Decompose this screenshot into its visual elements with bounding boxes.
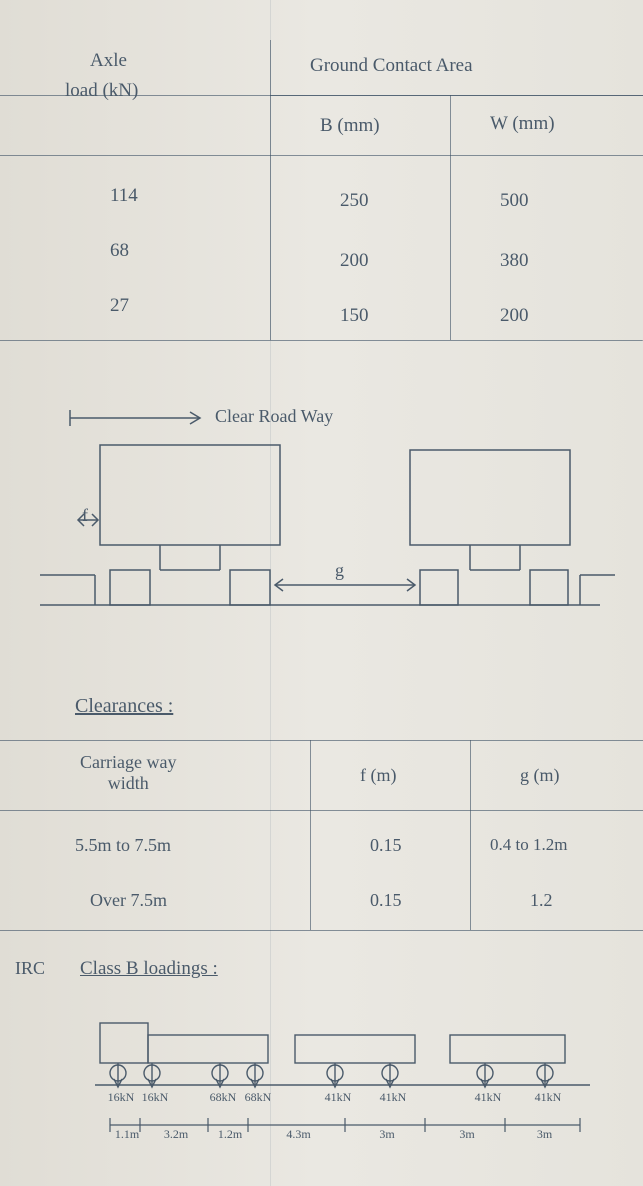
axle-val: 27 bbox=[110, 295, 129, 317]
axle-load-label: 41kN bbox=[376, 1090, 410, 1105]
w-val: 380 bbox=[500, 250, 529, 272]
axle-load-label: 68kN bbox=[241, 1090, 275, 1105]
t2-vline bbox=[310, 740, 311, 930]
axle-load-label: 41kN bbox=[321, 1090, 355, 1105]
col-g: g (m) bbox=[520, 765, 560, 786]
gca-header: Ground Contact Area bbox=[310, 55, 473, 77]
clearances-heading: Clearances : bbox=[75, 695, 173, 718]
t2-width: 5.5m to 7.5m bbox=[75, 835, 171, 856]
axle-load-label: 41kN bbox=[471, 1090, 505, 1105]
t2-line bbox=[0, 930, 643, 931]
t2-line bbox=[0, 740, 643, 741]
spacing-label: 1.2m bbox=[212, 1127, 248, 1142]
axle-val: 68 bbox=[110, 240, 129, 262]
t2-g: 0.4 to 1.2m bbox=[490, 835, 567, 855]
spacing-label: 3m bbox=[449, 1127, 485, 1142]
t2-f: 0.15 bbox=[370, 890, 402, 911]
irc-prefix: IRC bbox=[15, 958, 45, 979]
col-carriage: Carriage way width bbox=[80, 752, 176, 794]
axle-val: 114 bbox=[110, 185, 138, 207]
t2-f: 0.15 bbox=[370, 835, 402, 856]
g-label: g bbox=[335, 560, 344, 581]
b-val: 250 bbox=[340, 190, 369, 212]
b-val: 200 bbox=[340, 250, 369, 272]
col-b: B (mm) bbox=[320, 115, 380, 137]
axle-load-label: 16kN bbox=[138, 1090, 172, 1105]
diagram-svg bbox=[40, 400, 620, 660]
page: Axle load (kN) Ground Contact Area B (mm… bbox=[0, 0, 643, 1186]
irc-heading: Class B loadings : bbox=[80, 958, 218, 980]
axle-load-label: 68kN bbox=[206, 1090, 240, 1105]
table1-line bbox=[0, 340, 643, 341]
axle-header2: load (kN) bbox=[65, 80, 138, 102]
table1-vline bbox=[450, 95, 451, 340]
t2-vline bbox=[470, 740, 471, 930]
table1-line bbox=[0, 155, 643, 156]
col-w: W (mm) bbox=[490, 113, 555, 135]
truck-diagram: 16kN16kN 68kN68kN 41kN 41kN 41kN 41kN 1.1m 3.2… bbox=[90, 1005, 590, 1175]
col-f: f (m) bbox=[360, 765, 396, 786]
table1-line bbox=[270, 95, 643, 96]
clear-roadway-diagram: Clear Road Way f g bbox=[40, 400, 620, 660]
w-val: 500 bbox=[500, 190, 529, 212]
spacing-label: 3m bbox=[527, 1127, 563, 1142]
t2-width: Over 7.5m bbox=[90, 890, 167, 911]
spacing-label: 3.2m bbox=[158, 1127, 194, 1142]
b-val: 150 bbox=[340, 305, 369, 327]
t2-g: 1.2 bbox=[530, 890, 553, 911]
axle-header: Axle bbox=[90, 50, 127, 72]
clear-roadway-label: Clear Road Way bbox=[215, 406, 333, 427]
table1-vline bbox=[270, 40, 271, 340]
w-val: 200 bbox=[500, 305, 529, 327]
f-label: f bbox=[82, 505, 88, 526]
axle-load-label: 41kN bbox=[531, 1090, 565, 1105]
spacing-label: 1.1m bbox=[109, 1127, 145, 1142]
spacing-label: 3m bbox=[369, 1127, 405, 1142]
truck-svg bbox=[90, 1005, 600, 1135]
t2-line bbox=[0, 810, 643, 811]
spacing-label: 4.3m bbox=[281, 1127, 317, 1142]
axle-load-label: 16kN bbox=[104, 1090, 138, 1105]
